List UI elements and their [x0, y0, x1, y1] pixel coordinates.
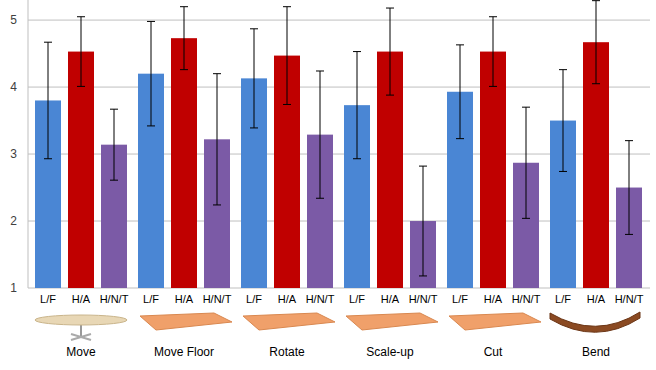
series-label: H/N/T: [512, 293, 541, 305]
icon: [346, 313, 438, 330]
grid-line: [28, 20, 650, 21]
series-label: H/N/T: [203, 293, 232, 305]
icon: [449, 313, 541, 330]
icon: [243, 313, 335, 330]
error-bar: [180, 7, 188, 70]
icon: [35, 315, 127, 340]
error-bar: [147, 21, 155, 125]
icon: [550, 312, 640, 332]
y-axis-line: [28, 0, 29, 288]
series-label: H/A: [278, 293, 297, 305]
bar: [480, 52, 506, 288]
category-label: Bend: [582, 345, 610, 359]
series-label: H/N/T: [409, 293, 438, 305]
error-bar: [559, 70, 567, 172]
bar: [171, 38, 197, 288]
series-label: H/N/T: [615, 293, 644, 305]
chart-svg: 1 2 3 4 5 L/F H/A H/N/T Move L/F H/A H/N/T Move Floo…: [0, 0, 656, 370]
series-label: H/A: [72, 293, 91, 305]
y-tick-label: 3: [10, 147, 17, 161]
error-bar: [592, 1, 600, 84]
series-label: L/F: [246, 293, 262, 305]
category-label: Move: [66, 345, 96, 359]
icon: [140, 313, 232, 330]
series-label: L/F: [555, 293, 571, 305]
series-label: L/F: [349, 293, 365, 305]
series-label: H/A: [587, 293, 606, 305]
grid-line: [28, 87, 650, 88]
error-bar: [625, 141, 633, 235]
series-label: L/F: [452, 293, 468, 305]
error-bar: [44, 42, 52, 159]
series-label: L/F: [143, 293, 159, 305]
y-tick-label: 1: [10, 281, 17, 295]
category-label: Cut: [484, 345, 503, 359]
category-label: Rotate: [269, 345, 305, 359]
error-bar: [77, 17, 85, 87]
y-tick-label: 2: [10, 214, 17, 228]
category-label: Scale-up: [366, 345, 414, 359]
error-bar: [283, 7, 291, 105]
series-label: L/F: [40, 293, 56, 305]
series-label: H/A: [381, 293, 400, 305]
error-bar: [489, 17, 497, 87]
error-bar: [316, 71, 324, 198]
y-tick-label: 4: [10, 80, 17, 94]
y-tick-label: 5: [10, 13, 17, 27]
error-bar: [456, 45, 464, 139]
series-label: H/N/T: [306, 293, 335, 305]
error-bar: [213, 74, 221, 205]
series-label: H/A: [484, 293, 503, 305]
error-bar: [419, 166, 427, 276]
series-label: H/A: [175, 293, 194, 305]
error-bar: [110, 109, 118, 180]
series-label: H/N/T: [100, 293, 129, 305]
category-label: Move Floor: [154, 345, 214, 359]
labels: L/F H/A H/N/T Move L/F H/A H/N/T Move Floor L/F H…: [40, 293, 644, 359]
error-bar: [522, 107, 530, 218]
error-bar: [250, 29, 258, 128]
error-bar: [353, 52, 361, 159]
error-bar: [386, 8, 394, 95]
chart-root: 1 2 3 4 5 L/F H/A H/N/T Move L/F H/A H/N/T Move Floo…: [0, 0, 656, 370]
marks: [35, 1, 642, 288]
bar: [68, 52, 94, 288]
